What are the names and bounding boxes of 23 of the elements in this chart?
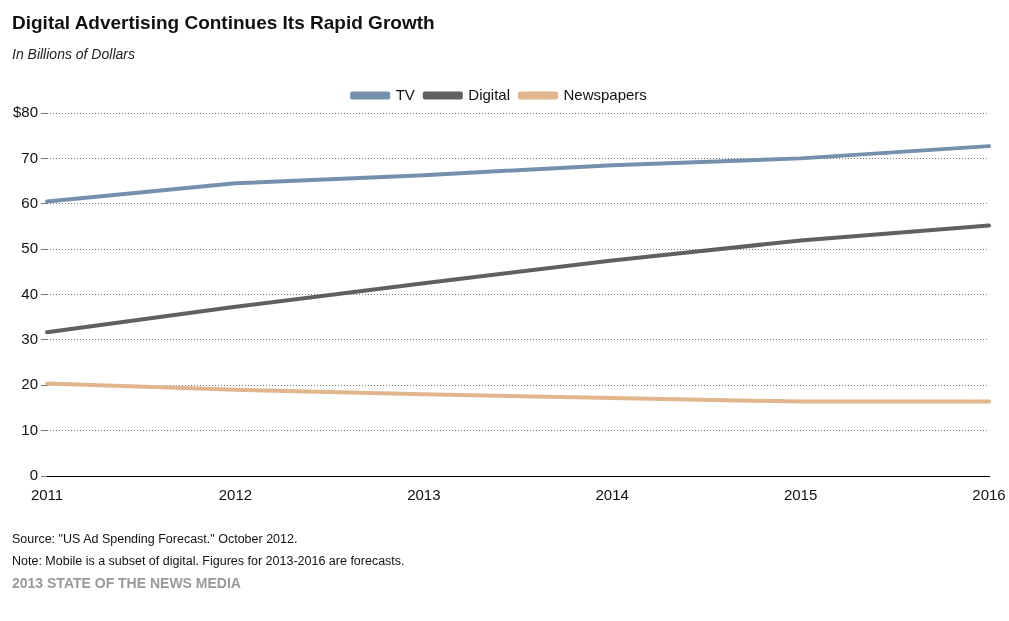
y-tick-label: 10	[21, 420, 39, 438]
x-tick-label: 2015	[783, 486, 818, 504]
chart-subtitle: In Billions of Dollars	[12, 46, 135, 62]
chart-title: Digital Advertising Continues Its Rapid Growth	[12, 12, 435, 34]
y-tick-label: 30	[21, 330, 39, 348]
y-tick-label: $80	[13, 103, 39, 121]
y-tick-label: 40	[21, 284, 39, 302]
legend-label: Newspapers	[563, 85, 647, 103]
y-tick-label: 60	[21, 193, 39, 211]
y-tick-label: 0	[29, 466, 39, 484]
legend-label: TV	[395, 85, 415, 103]
x-tick-label: 2014	[595, 486, 629, 504]
text: Note: Mobile is a subset of digital. Figures for 2013-2016 are forecasts.	[12, 553, 405, 570]
x-tick-label: 2012	[218, 486, 253, 504]
y-tick-label: 70	[21, 148, 39, 166]
x-tick-label: 2016	[972, 486, 1006, 504]
y-tick-label: 20	[21, 375, 39, 393]
source-note: Source: "US Ad Spending Forecast." October 2012.	[12, 531, 299, 548]
text: 2013 STATE OF THE NEWS MEDIA	[12, 574, 242, 593]
y-tick-label: 50	[21, 239, 39, 257]
x-tick-label: 2011	[30, 486, 64, 504]
x-tick-label: 2013	[407, 486, 441, 504]
legend-label: Digital	[468, 85, 510, 103]
